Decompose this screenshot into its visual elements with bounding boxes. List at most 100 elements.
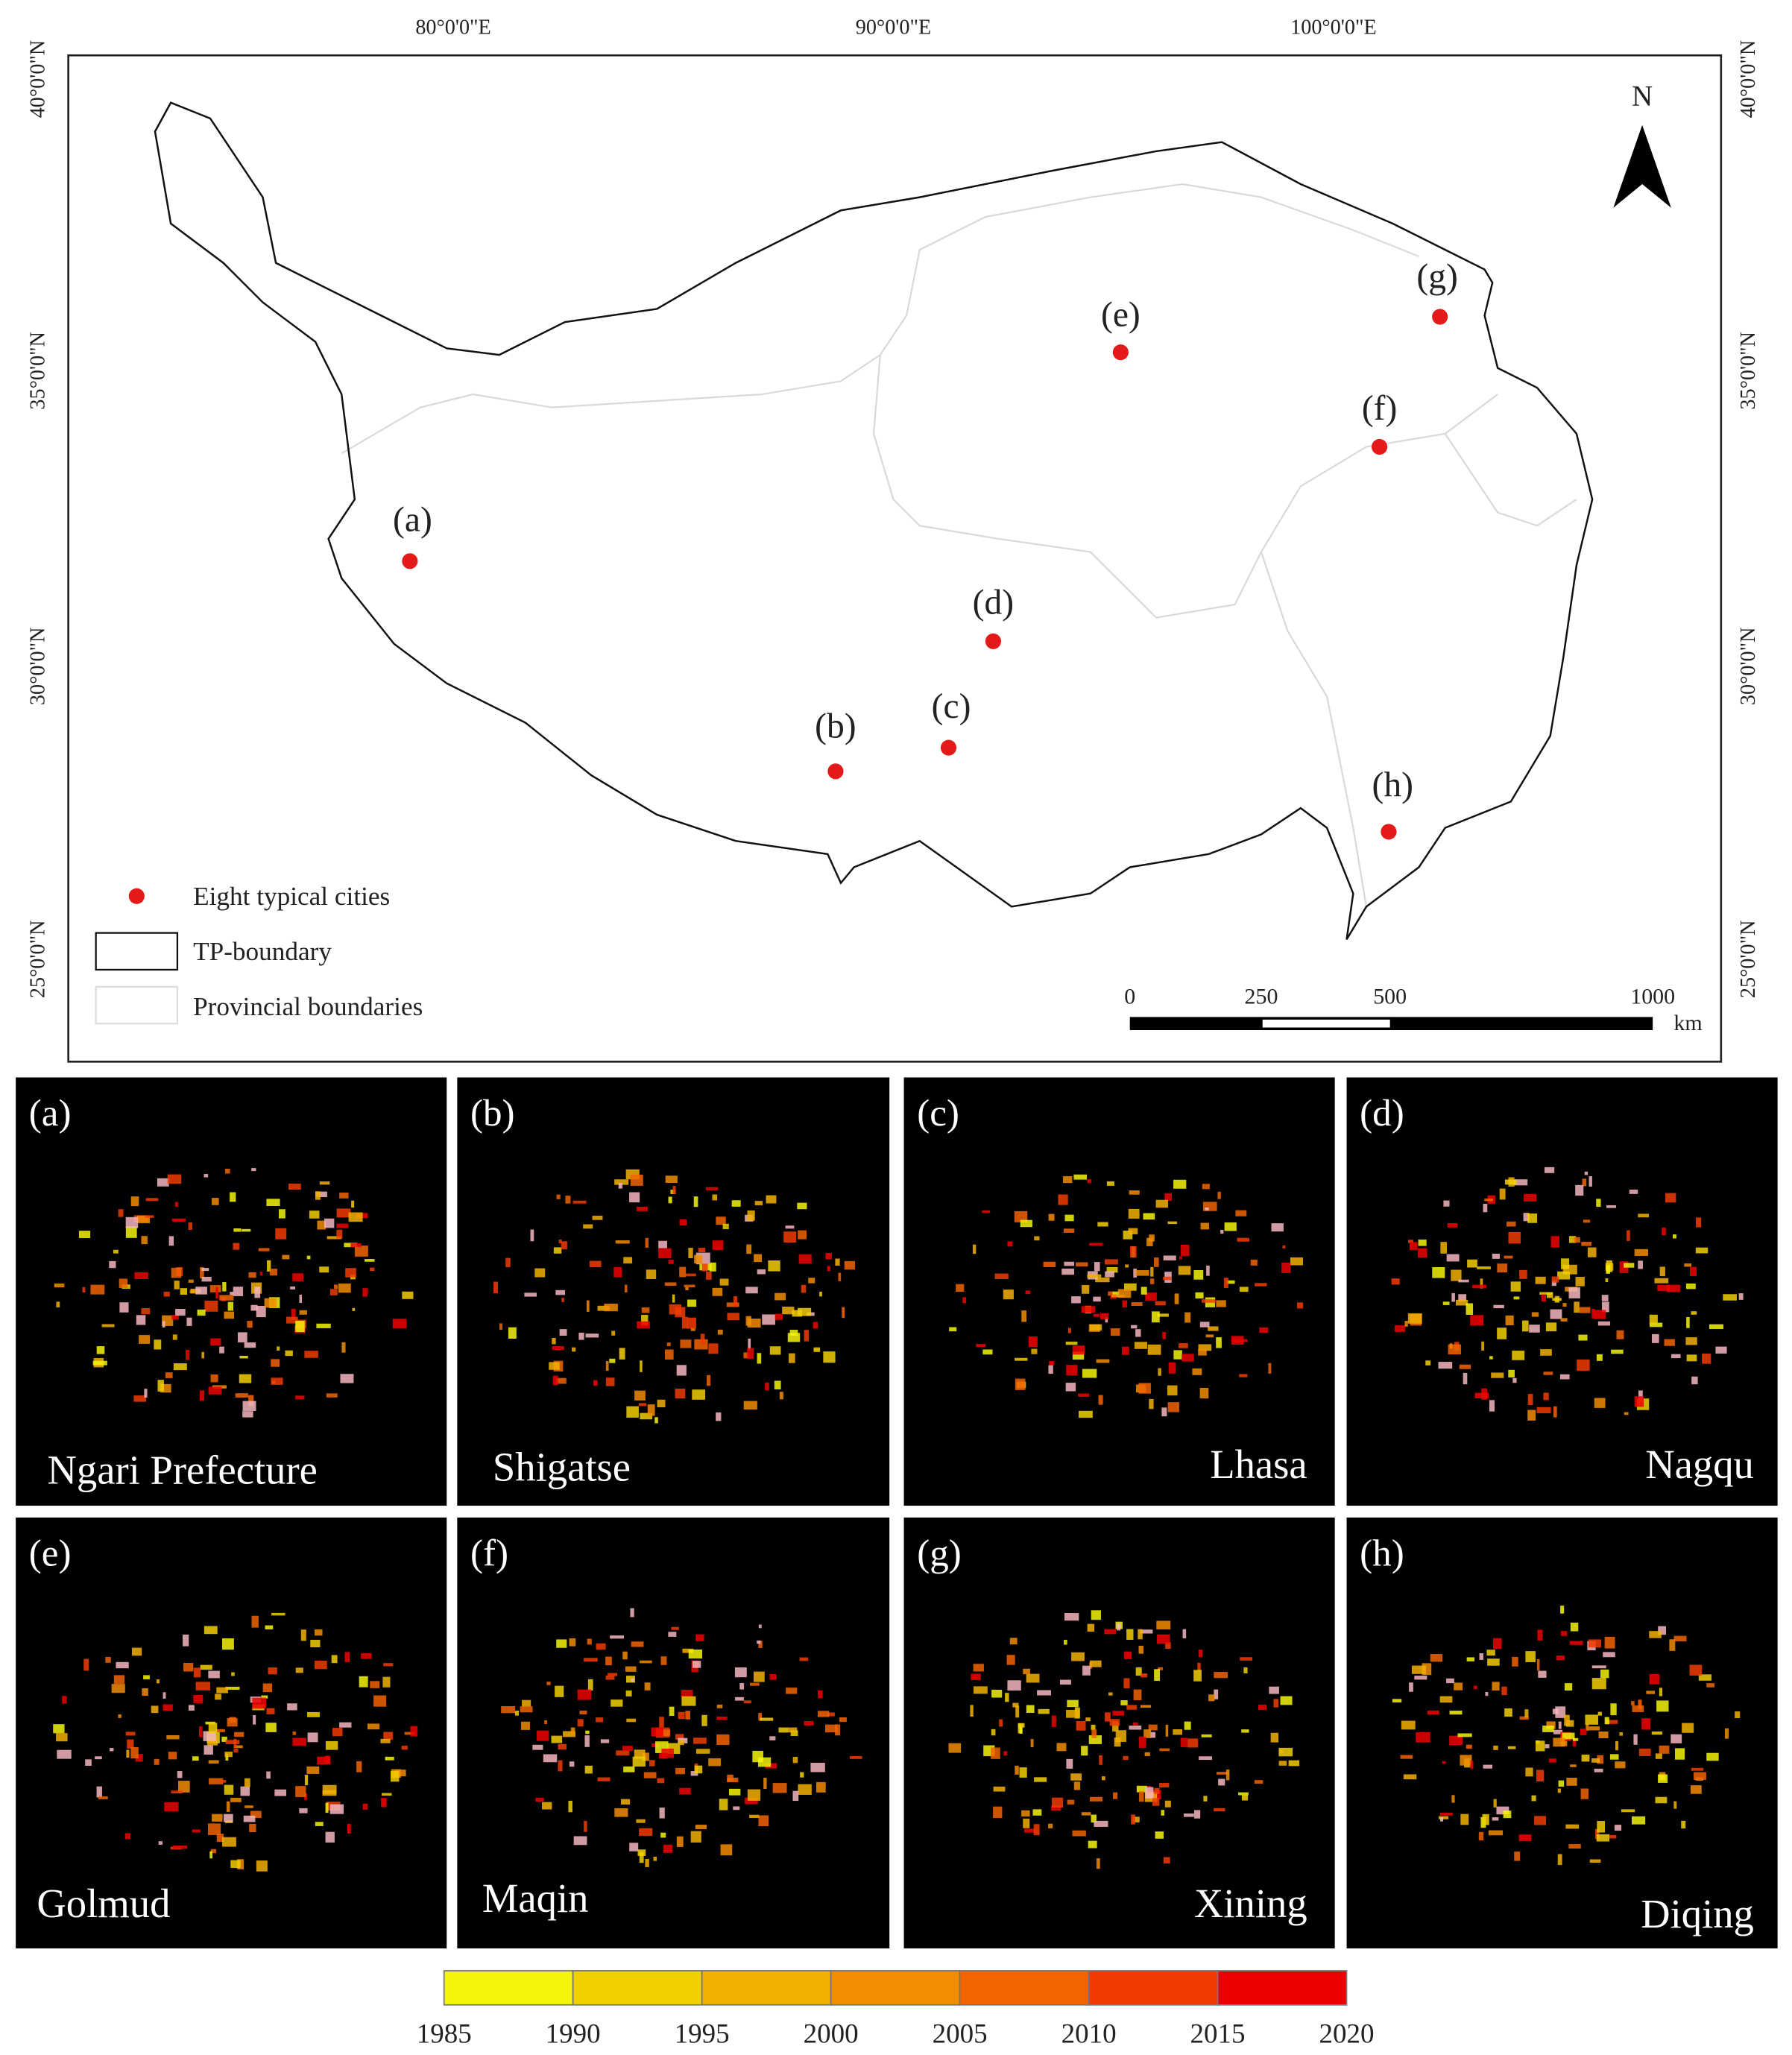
urban-patch — [1007, 1680, 1021, 1691]
urban-patch — [1686, 1316, 1690, 1328]
urban-patch — [118, 1714, 122, 1718]
urban-patch — [707, 1374, 711, 1386]
urban-patch — [769, 1673, 777, 1680]
urban-patch — [1288, 1760, 1300, 1767]
urban-patch — [1685, 1337, 1697, 1345]
urban-patch — [186, 1317, 192, 1326]
urban-patch — [973, 1686, 988, 1694]
urban-patch — [171, 1267, 182, 1278]
north-label: N — [1632, 80, 1653, 112]
urban-patch — [1012, 1702, 1019, 1708]
urban-patch — [1073, 1781, 1081, 1790]
urban-patch — [1514, 1852, 1521, 1861]
urban-patch — [225, 1753, 229, 1761]
urban-patch — [392, 1319, 407, 1329]
urban-patch — [1112, 1721, 1119, 1732]
urban-patch — [1123, 1678, 1130, 1689]
urban-patch — [664, 1349, 674, 1360]
urban-patch — [546, 1682, 551, 1685]
urban-patch — [1470, 1760, 1474, 1770]
urban-patch — [749, 1814, 760, 1818]
urban-patch — [1557, 1788, 1561, 1793]
urban-patch — [572, 1200, 587, 1204]
panel-label: (e) — [29, 1532, 72, 1575]
urban-patch — [199, 1726, 203, 1737]
urban-patch — [1072, 1345, 1085, 1355]
urban-patch — [285, 1350, 293, 1357]
urban-patch — [1220, 1229, 1224, 1234]
city-label: (h) — [1372, 766, 1413, 805]
urban-patch — [1614, 1825, 1622, 1831]
legend-label: Eight typical cities — [193, 882, 390, 911]
urban-patch — [292, 1737, 306, 1746]
urban-patch — [949, 1327, 957, 1332]
urban-patch — [180, 1288, 187, 1295]
urban-patch — [1193, 1810, 1201, 1819]
urban-patch — [1081, 1306, 1096, 1313]
urban-patch — [1513, 1179, 1528, 1186]
panel-name: Diqing — [1641, 1891, 1754, 1936]
urban-patch — [253, 1714, 256, 1725]
urban-patch — [256, 1860, 268, 1872]
city-dot — [940, 739, 957, 756]
urban-patch — [1477, 1266, 1491, 1269]
urban-patch — [640, 1660, 652, 1664]
urban-patch — [199, 1390, 205, 1401]
urban-patch — [658, 1248, 672, 1259]
urban-patch — [325, 1740, 338, 1750]
urban-patch — [1408, 1240, 1413, 1243]
lat-label-left: 25°0'0"N — [26, 921, 49, 999]
city-label: (e) — [1101, 296, 1140, 335]
urban-patch — [1407, 1313, 1422, 1324]
urban-patch — [336, 1229, 343, 1239]
urban-patch — [1095, 1277, 1110, 1283]
urban-patch — [1649, 1631, 1662, 1638]
urban-patch — [195, 1682, 210, 1691]
urban-patch — [1724, 1728, 1729, 1739]
urban-patch — [1015, 1765, 1019, 1775]
urban-patch — [1155, 1831, 1164, 1839]
urban-patch — [779, 1392, 783, 1400]
urban-patch — [1391, 1278, 1400, 1285]
urban-patch — [657, 1399, 666, 1408]
urban-patch — [1067, 1328, 1071, 1333]
lon-label: 100°0'0"E — [1290, 16, 1377, 39]
urban-patch — [653, 1856, 657, 1861]
urban-patch — [1165, 1641, 1171, 1649]
urban-patch — [789, 1353, 795, 1363]
urban-patch — [1546, 1721, 1556, 1729]
urban-patch — [823, 1351, 836, 1363]
urban-patch — [1473, 1685, 1477, 1690]
urban-patch — [1403, 1774, 1417, 1780]
urban-patch — [605, 1360, 609, 1371]
legend-label: Provincial boundaries — [193, 992, 423, 1021]
urban-patch — [1143, 1729, 1152, 1738]
urban-patch — [174, 1202, 179, 1208]
panel-name: Shigatse — [493, 1445, 631, 1490]
urban-patch — [158, 1841, 163, 1845]
urban-patch — [264, 1298, 277, 1308]
urban-patch — [758, 1712, 763, 1721]
urban-patch — [1631, 1816, 1646, 1825]
urban-patch — [535, 1797, 544, 1802]
urban-patch — [792, 1310, 802, 1317]
urban-patch — [1472, 1284, 1487, 1289]
urban-patch — [1479, 1652, 1483, 1660]
urban-patch — [1066, 1365, 1078, 1376]
urban-patch — [1019, 1725, 1023, 1734]
urban-patch — [1067, 1699, 1079, 1708]
urban-patch — [1278, 1747, 1293, 1757]
urban-patch — [351, 1200, 355, 1208]
urban-patch — [664, 1282, 677, 1287]
urban-patch — [1606, 1205, 1617, 1208]
urban-patch — [1100, 1313, 1109, 1320]
urban-patch — [250, 1811, 262, 1818]
urban-patch — [1240, 1657, 1252, 1661]
urban-patch — [1123, 1755, 1129, 1761]
urban-patch — [649, 1760, 655, 1767]
urban-patch — [798, 1784, 812, 1795]
urban-patch — [1550, 1236, 1560, 1248]
urban-patch — [1564, 1714, 1570, 1726]
urban-patch — [1214, 1689, 1219, 1699]
urban-patch — [1681, 1820, 1686, 1829]
